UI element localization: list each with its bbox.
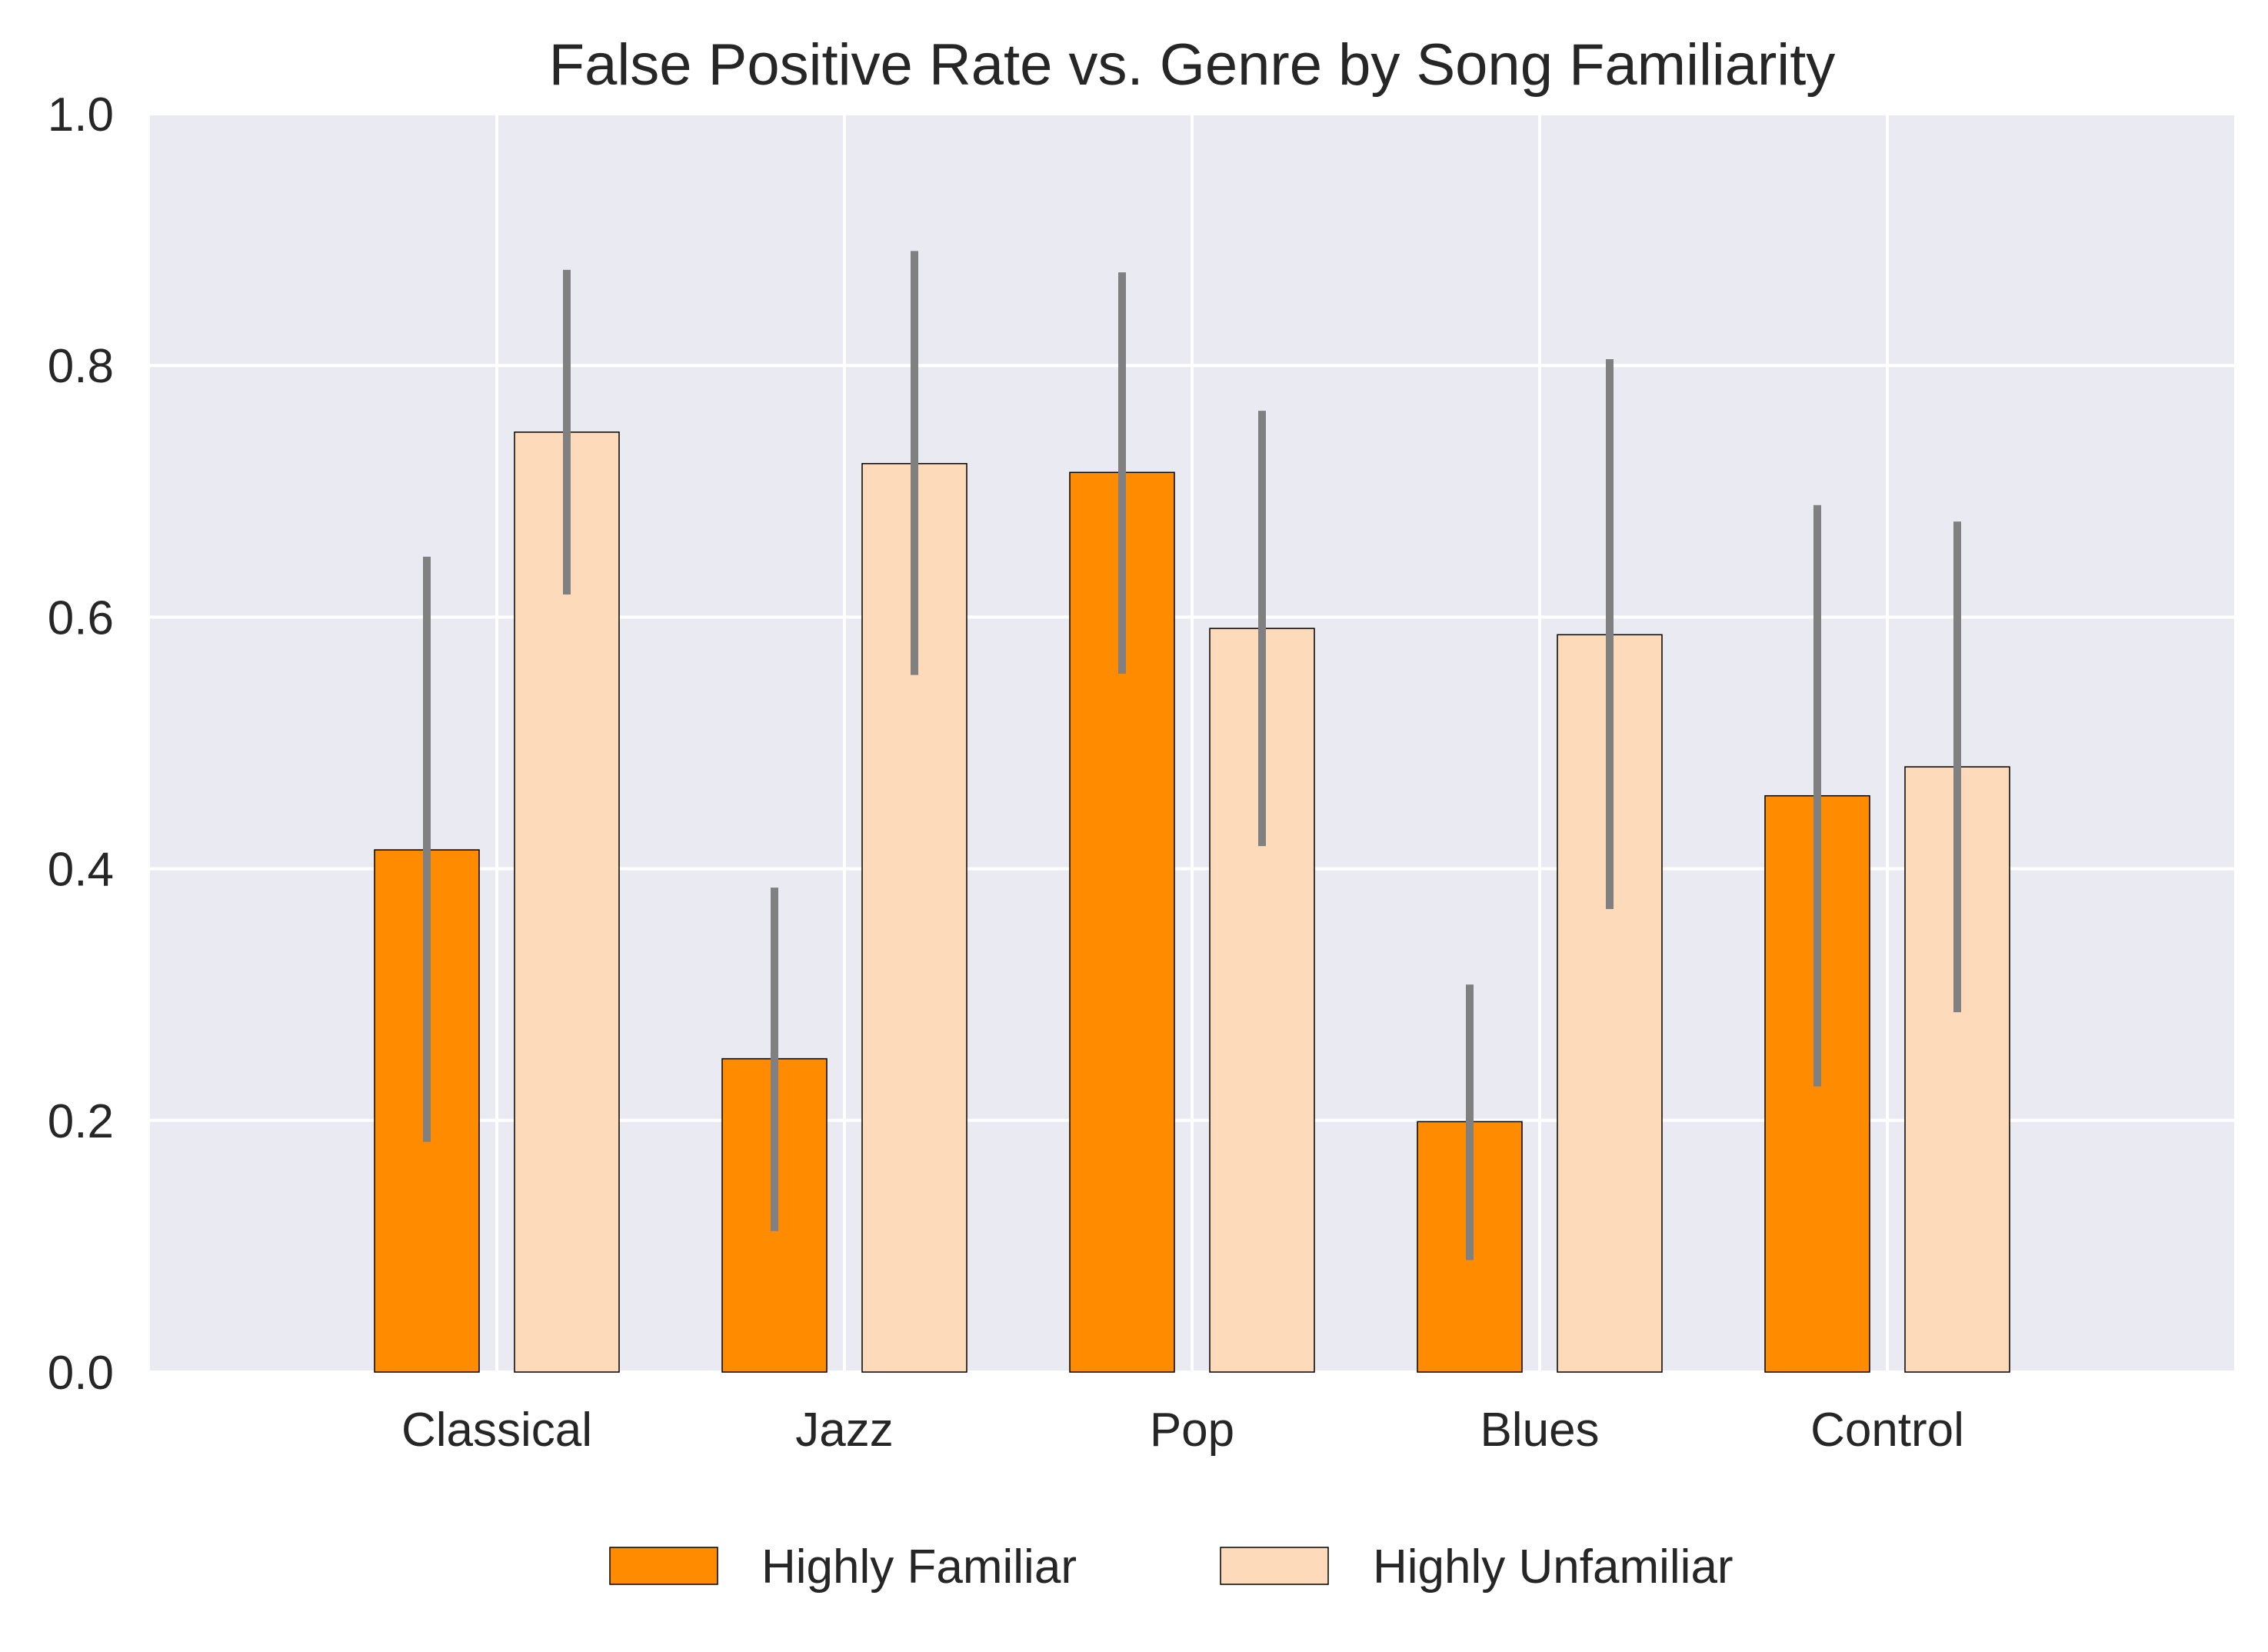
y-tick-label: 0.6	[48, 591, 114, 644]
error-bars	[423, 251, 1961, 1261]
y-axis-ticks: 0.0 0.2 0.4 0.6 0.8 1.0	[48, 88, 114, 1400]
y-tick-label: 0.0	[48, 1347, 114, 1400]
y-tick-label: 0.4	[48, 844, 114, 897]
legend-swatch-highly-familiar	[609, 1547, 718, 1585]
legend-label-highly-unfamiliar: Highly Unfamiliar	[1373, 1540, 1733, 1594]
legend-label-highly-familiar: Highly Familiar	[761, 1540, 1077, 1594]
x-tick-label-classical: Classical	[401, 1404, 592, 1457]
x-tick-label-control: Control	[1810, 1404, 1964, 1457]
grid-lines	[150, 112, 2234, 1374]
x-tick-label-pop: Pop	[1150, 1404, 1234, 1457]
y-tick-label: 1.0	[48, 88, 114, 142]
x-tick-label-blues: Blues	[1480, 1404, 1599, 1457]
x-axis-ticks: Classical Jazz Pop Blues Control	[401, 1404, 1964, 1457]
legend-swatch-highly-unfamiliar	[1220, 1547, 1329, 1585]
x-tick-label-jazz: Jazz	[795, 1404, 893, 1457]
legend: Highly Familiar Highly Unfamiliar	[609, 1540, 1733, 1594]
y-tick-label: 0.8	[48, 340, 114, 393]
y-tick-label: 0.2	[48, 1095, 114, 1148]
chart-title: False Positive Rate vs. Genre by Song Fa…	[549, 32, 1836, 98]
